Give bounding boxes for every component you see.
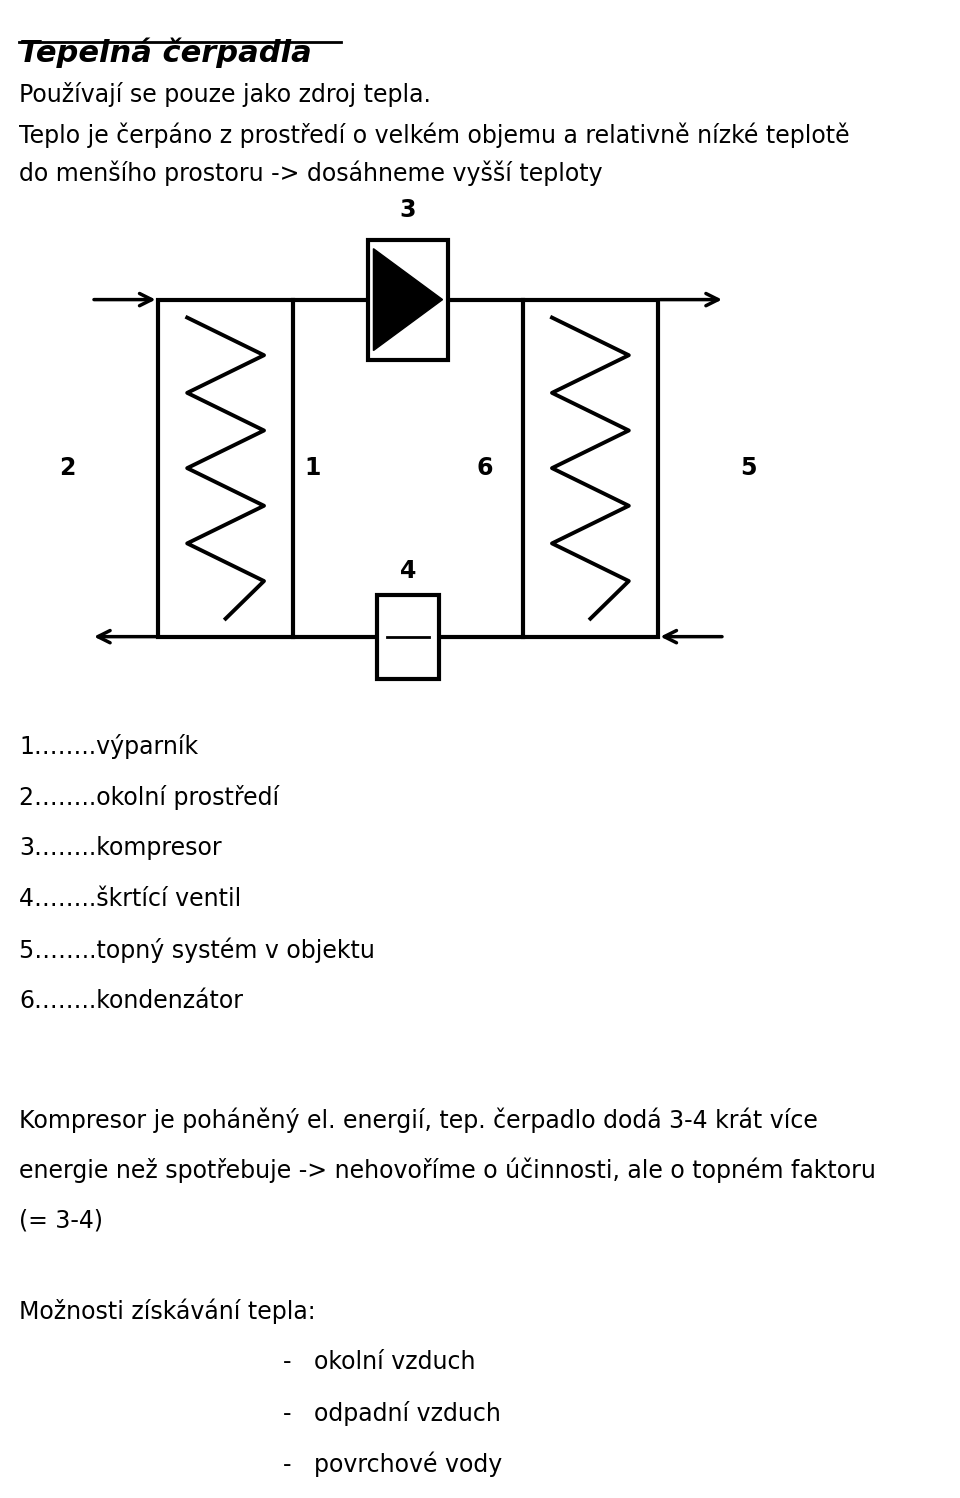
Text: do menšího prostoru -> dosáhneme vyšší teploty: do menšího prostoru -> dosáhneme vyšší t… [19,160,603,186]
Text: 3……..kompresor: 3……..kompresor [19,836,222,860]
Text: energie než spotřebuje -> nehovoříme o účinnosti, ale o topném faktoru: energie než spotřebuje -> nehovoříme o ú… [19,1158,876,1183]
Bar [368,240,448,360]
Text: Teplo je čerpáno z prostředí o velkém objemu a relativně nízké teplotě: Teplo je čerpáno z prostředí o velkém ob… [19,123,850,148]
Text: 5: 5 [740,455,757,481]
Text: (= 3-4): (= 3-4) [19,1209,104,1233]
Text: 1……..výparník: 1……..výparník [19,734,199,759]
Text: Tepelná čerpadla: Tepelná čerpadla [19,37,312,67]
Text: 4: 4 [399,559,417,583]
Text: Možnosti získávání tepla:: Možnosti získávání tepla: [19,1299,316,1324]
Text: -   odpadní vzduch: - odpadní vzduch [283,1401,501,1426]
Text: 1: 1 [304,455,321,481]
Text: -   okolní vzduch: - okolní vzduch [283,1350,476,1374]
Text: 5……..topný systém v objektu: 5……..topný systém v objektu [19,938,375,963]
Text: 2……..okolní prostředí: 2……..okolní prostředí [19,785,279,810]
Text: 3: 3 [399,198,417,222]
Text: -   povrchové vody: - povrchové vody [283,1452,502,1477]
Text: Používají se pouze jako zdroj tepla.: Používají se pouze jako zdroj tepla. [19,82,431,108]
Text: 6: 6 [476,455,493,481]
Text: 2: 2 [59,455,76,481]
Bar [377,595,439,679]
Polygon shape [373,249,443,351]
Text: 4……..škrtící ventil: 4……..škrtící ventil [19,887,242,911]
Text: Kompresor je poháněný el. energií, tep. čerpadlo dodá 3-4 krát více: Kompresor je poháněný el. energií, tep. … [19,1107,818,1132]
Bar [158,300,293,637]
Text: 6……..kondenzátor: 6……..kondenzátor [19,989,243,1013]
Bar [523,300,658,637]
